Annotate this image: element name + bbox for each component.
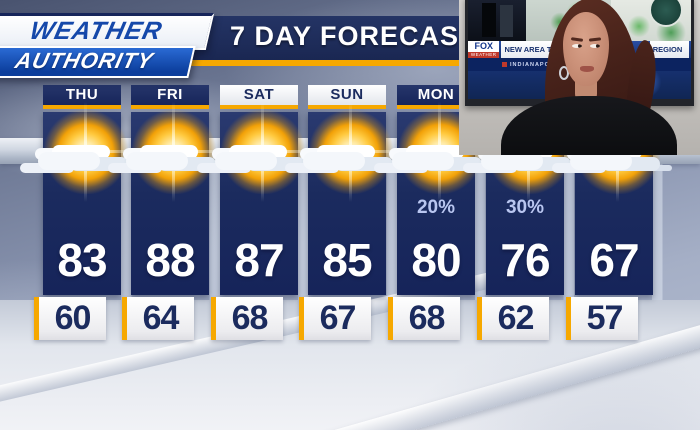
webcam-overlay: FOX WEATHER NEW AREA TO W REGION INDIANA… (459, 0, 700, 155)
day-label: SAT (243, 86, 275, 103)
anchor-person (459, 0, 700, 155)
anchor-eye (572, 44, 582, 48)
sun-icon (209, 102, 317, 202)
gold-stripe (43, 105, 121, 109)
cloud-icon (215, 152, 277, 170)
forecast-column-thu: THU 83 60 (32, 85, 140, 345)
low-temp-box: 60 (34, 297, 106, 340)
low-temp: 67 (319, 299, 357, 337)
forecast-column-sat: SAT 87 68 (209, 85, 317, 345)
low-temp: 60 (54, 299, 92, 337)
column-body: 85 (297, 102, 405, 295)
anchor-mouth (580, 66, 594, 72)
high-temp: 88 (145, 234, 195, 286)
column-body: 87 (209, 102, 317, 295)
day-header: MON (397, 85, 475, 105)
fox-logo-subtext: WEATHER (468, 52, 500, 58)
tv-storm-badge (649, 0, 683, 27)
fox-logo-text: FOX (474, 41, 493, 51)
low-temp-box: 68 (211, 297, 283, 340)
gold-stripe (397, 105, 475, 109)
column-body: 83 (32, 102, 140, 295)
ticker-bullet-icon (502, 62, 507, 67)
cloud-icon (38, 152, 100, 170)
column-body: 88 (120, 102, 228, 295)
anchor-eyebrow (588, 37, 602, 42)
anchor-eyebrow (570, 37, 584, 42)
low-temp: 62 (497, 299, 535, 337)
low-temp: 57 (586, 299, 624, 337)
low-temp: 68 (231, 299, 269, 337)
high-temp: 67 (589, 234, 639, 286)
tv-headline-right: REGION (649, 41, 689, 58)
day-label: SUN (330, 86, 364, 103)
precip-chance: 20% (416, 197, 456, 218)
ticker-text: INDIANAPOLIS (510, 61, 562, 68)
low-temp-box: 64 (122, 297, 194, 340)
logo-weather-plate: WEATHER (0, 13, 215, 50)
tv-studio-shot (468, 0, 526, 41)
low-temp-box: 68 (388, 297, 460, 340)
low-temp: 68 (408, 299, 446, 337)
day-header: THU (43, 85, 121, 105)
sun-icon (120, 102, 228, 202)
day-header: FRI (131, 85, 209, 105)
cloud-icon (303, 152, 365, 170)
day-label: MON (417, 86, 455, 103)
low-temp-box: 62 (477, 297, 549, 340)
forecast-column-sun: SUN 85 67 (297, 85, 405, 345)
low-temp: 64 (142, 299, 180, 337)
high-temp: 85 (322, 234, 372, 286)
day-header: SUN (308, 85, 386, 105)
day-label: FRI (157, 86, 183, 103)
sun-icon (32, 102, 140, 202)
cloud-icon (392, 152, 454, 170)
sun-icon (297, 102, 405, 202)
cloud-icon (126, 152, 188, 170)
high-temp: 87 (234, 234, 284, 286)
precip-chance: 30% (505, 197, 545, 218)
high-temp: 76 (500, 234, 550, 286)
logo-line1: WEATHER (27, 17, 166, 45)
forecast-column-fri: FRI 88 64 (120, 85, 228, 345)
high-temp: 83 (57, 234, 107, 286)
gold-stripe (220, 105, 298, 109)
fox-weather-logo: FOX WEATHER (468, 41, 500, 58)
anchor-face (563, 12, 609, 86)
gold-stripe (131, 105, 209, 109)
logo-authority-plate: AUTHORITY (0, 46, 196, 78)
low-temp-box: 57 (566, 297, 638, 340)
day-header: SAT (220, 85, 298, 105)
page-title: 7 DAY FORECAST (230, 21, 477, 51)
day-label: THU (65, 86, 99, 103)
low-temp-box: 67 (299, 297, 371, 340)
gold-stripe (308, 105, 386, 109)
high-temp: 80 (411, 234, 461, 286)
anchor-eye (590, 44, 600, 48)
logo-line2: AUTHORITY (12, 48, 156, 73)
